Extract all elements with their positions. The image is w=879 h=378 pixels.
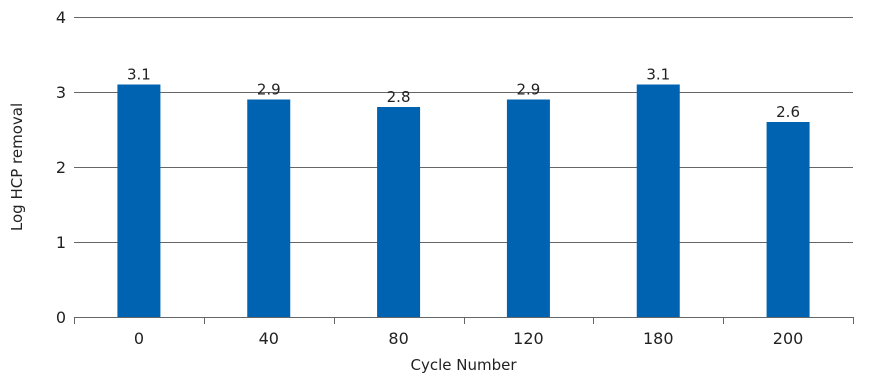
y-tick-label: 1: [56, 233, 66, 252]
gridlines: [74, 17, 853, 243]
y-tick-label: 4: [56, 8, 66, 27]
y-tick-label: 3: [56, 83, 66, 102]
x-tick-label: 0: [134, 329, 144, 348]
bar: [636, 84, 680, 317]
bar: [506, 99, 550, 317]
labels: 0 1 2 3 4 3.1 0 2.9 40 2.8 80 2.9 120 3.1 180 2.6 200: [56, 8, 804, 348]
x-tick-label: 200: [773, 329, 804, 348]
data-label: 2.8: [387, 88, 411, 106]
data-label: 2.9: [257, 81, 281, 99]
y-tick-label: 2: [56, 158, 66, 177]
bars: [117, 84, 810, 317]
bar: [377, 107, 421, 317]
bar: [117, 84, 161, 317]
x-tick-label: 80: [388, 329, 408, 348]
x-tick-label: 120: [513, 329, 544, 348]
x-axis-title: Cycle Number: [410, 356, 517, 374]
bar: [247, 99, 291, 317]
y-tick-label: 0: [56, 308, 66, 327]
bar: [766, 122, 810, 317]
x-tick-label: 180: [643, 329, 674, 348]
data-label: 3.1: [646, 66, 670, 84]
y-axis-title: Log HCP removal: [8, 103, 26, 231]
x-tick-label: 40: [259, 329, 279, 348]
data-label: 2.9: [516, 81, 540, 99]
axes: [74, 317, 854, 324]
data-label: 2.6: [776, 103, 800, 121]
data-label: 3.1: [127, 66, 151, 84]
